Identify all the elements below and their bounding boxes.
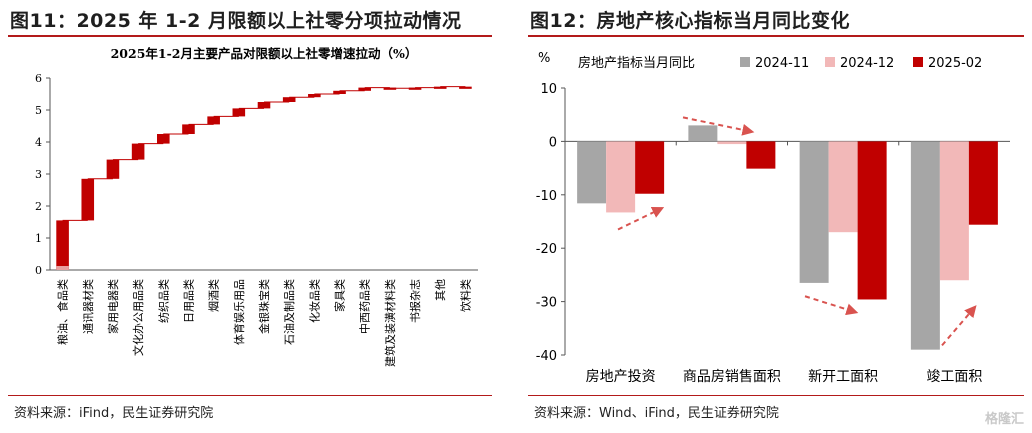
chart1-bar [106, 159, 120, 179]
chart2-x-tick-label: 房地产投资 [586, 369, 656, 385]
chart1-x-tick-label: 石油及制品类 [282, 279, 296, 345]
chart2-legend-swatch [825, 57, 835, 67]
chart2-x-tick-label: 商品房销售面积 [683, 369, 781, 385]
chart2-legend-label: 2025-02 [928, 56, 982, 71]
chart2-legend-title: 房地产指标当月同比 [578, 55, 695, 71]
left-source-note: 资料来源：iFind，民生证券研究院 [14, 406, 214, 421]
left-panel: 图11：2025 年 1-2 月限额以上社零分项拉动情况 2025年1-2月主要… [0, 0, 500, 433]
right-bottom-rule [528, 395, 1024, 396]
chart2-legend-swatch [740, 57, 750, 67]
chart1-x-tick-label: 化妆品类 [307, 279, 321, 323]
chart2-bar [746, 141, 776, 169]
chart2-bar [688, 125, 718, 142]
chart2-bar [799, 141, 829, 283]
chart2-y-tick-label: -20 [536, 242, 557, 257]
chart2-annotation-arrow [804, 295, 859, 316]
chart2-bar [910, 141, 940, 350]
left-bottom-rule [8, 395, 492, 396]
chart1-y-tick-label: 0 [35, 264, 42, 277]
chart1-y-tick-label: 6 [35, 72, 42, 85]
chart1-bar [308, 94, 321, 98]
chart2-bar [828, 141, 858, 233]
chart1-x-tick-label: 烟酒类 [207, 279, 221, 312]
chart1-bar [157, 134, 170, 144]
chart1-bar [333, 90, 346, 94]
chart1-bar [358, 87, 371, 91]
chart1-bar [131, 143, 145, 160]
chart2-bar [577, 141, 607, 204]
chart2-y-tick-label: -40 [536, 349, 557, 364]
chart1-x-tick-label: 其他 [434, 279, 447, 301]
chart1-x-tick-label: 体育娱乐用品 [232, 279, 246, 345]
chart2-legend-label: 2024-11 [755, 56, 809, 71]
chart2-y-tick-label: -30 [536, 296, 557, 311]
chart1-x-tick-label: 家用电器类 [106, 279, 120, 334]
chart1-first-bar-base [56, 266, 69, 270]
chart1-bar [257, 102, 271, 109]
right-source-note: 资料来源：Wind、iFind，民生证券研究院 [534, 406, 779, 421]
chart1-x-tick-label: 日用品类 [181, 279, 195, 323]
chart2-legend-swatch [913, 57, 923, 67]
chart1-x-tick-label: 金银珠宝类 [257, 279, 271, 334]
left-figure-title: 图11：2025 年 1-2 月限额以上社零分项拉动情况 [10, 10, 462, 32]
right-bar-chart: % 房地产指标当月同比 2024-11 2024-12 2025-02 10 0 -10 -20… [536, 51, 1010, 385]
chart2-bar [857, 141, 887, 300]
left-top-rule [8, 35, 492, 37]
chart2-annotation-arrow [617, 206, 665, 231]
chart2-x-tick-label: 新开工面积 [808, 369, 878, 385]
chart1-bar [282, 97, 296, 102]
chart2-annotation-arrow [682, 116, 755, 136]
chart1-x-tick-label: 纺织品类 [156, 279, 170, 323]
chart2-bar [635, 141, 665, 194]
chart2-y-tick-label: 0 [549, 135, 557, 150]
chart2-bar [939, 141, 969, 281]
chart1-y-tick-label: 4 [35, 136, 42, 149]
chart1-x-tick-label: 建筑及装潢材料类 [383, 279, 397, 367]
chart1-x-tick-label: 通讯器材类 [81, 279, 95, 334]
watermark-logo: 格隆汇 [984, 412, 1024, 427]
chart1-bar [459, 86, 472, 89]
chart1-bar [81, 178, 95, 221]
chart2-annotation-arrow [941, 305, 977, 347]
chart2-legend-label: 2024-12 [840, 56, 894, 71]
chart1-y-tick-label: 2 [35, 200, 42, 213]
chart1-title: 2025年1-2月主要产品对限额以上社零增速拉动（%） [111, 46, 418, 61]
chart1-x-tick-label: 家具类 [333, 279, 347, 312]
chart1-bar [383, 87, 397, 90]
chart2-bar [717, 141, 747, 145]
chart1-bar [232, 108, 246, 117]
left-waterfall-chart: 2025年1-2月主要产品对限额以上社零增速拉动（%） 0 1 2 3 4 5 6 粮油、食品类… [35, 46, 478, 367]
chart2-y-unit: % [538, 51, 550, 66]
chart1-y-tick-label: 3 [35, 168, 42, 181]
chart1-y-tick-label: 5 [35, 104, 42, 117]
chart1-x-tick-label: 书报杂志 [408, 279, 422, 323]
right-figure-title: 图12：房地产核心指标当月同比变化 [530, 10, 850, 32]
chart1-y-tick-label: 1 [35, 232, 42, 245]
chart2-x-tick-label: 竣工面积 [926, 369, 982, 385]
right-top-rule [528, 35, 1024, 37]
chart2-y-tick-label: 10 [540, 82, 557, 97]
chart1-x-tick-label: 文化办公用品类 [131, 279, 145, 356]
right-panel: 图12：房地产核心指标当月同比变化 % 房地产指标当月同比 2024-11 2024-… [520, 0, 1032, 433]
chart1-x-tick-label: 粮油、食品类 [56, 279, 70, 345]
chart1-bar [56, 220, 69, 270]
chart1-x-tick-label: 中西药品类 [358, 279, 372, 334]
chart1-x-tick-label: 饮料类 [458, 279, 472, 312]
chart2-bar [968, 141, 998, 225]
chart2-bar [606, 141, 636, 213]
chart2-y-tick-label: -10 [536, 189, 557, 204]
chart1-bar [207, 116, 220, 125]
chart1-bar [182, 124, 195, 134]
